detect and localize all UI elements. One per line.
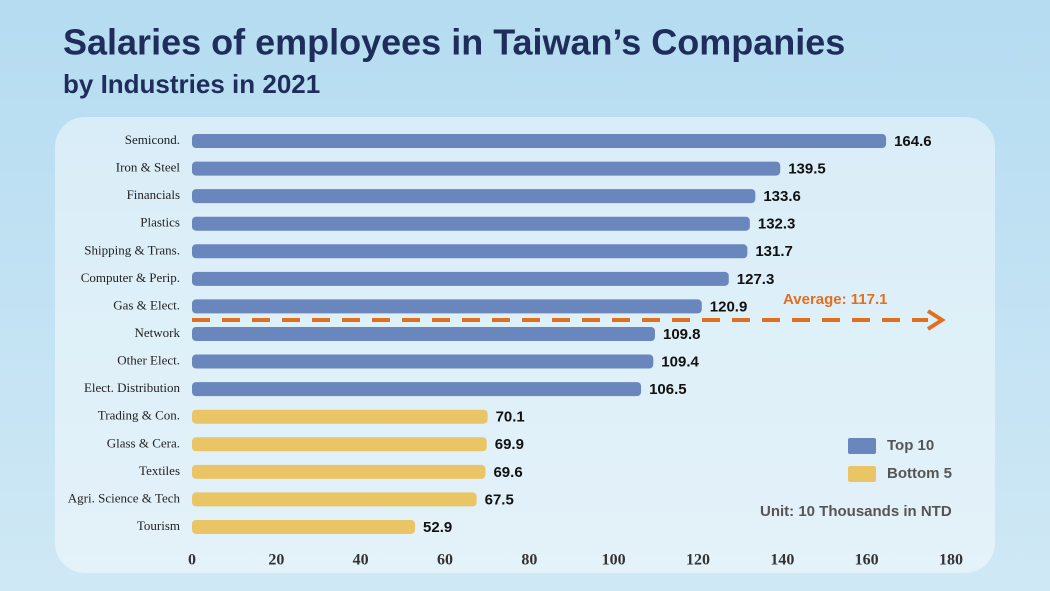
panel [55,117,995,573]
y-tick-label: Computer & Perip. [81,270,180,285]
y-tick-label: Other Elect. [117,353,180,368]
y-tick-label: Glass & Cera. [107,435,180,450]
y-tick-label: Plastics [140,215,180,230]
bar [192,271,729,286]
legend-label: Bottom 5 [887,465,952,482]
x-tick-label: 180 [939,552,963,569]
x-tick-label: 140 [770,552,794,569]
bar [192,216,750,231]
value-label: 109.8 [663,326,701,343]
x-tick-label: 20 [268,552,284,569]
y-tick-label: Elect. Distribution [84,380,181,395]
x-tick-label: 80 [521,552,537,569]
value-label: 69.6 [493,464,522,481]
value-label: 132.3 [758,216,796,233]
y-tick-label: Gas & Elect. [113,297,180,312]
bar [192,519,416,534]
y-tick-label: Trading & Con. [98,408,180,423]
bar [192,161,781,176]
x-tick-label: 0 [188,552,196,569]
bar [192,437,487,452]
bar [192,464,486,479]
value-label: 52.9 [423,519,452,536]
value-label: 133.6 [763,188,801,205]
x-tick-label: 120 [686,552,710,569]
average-arrow [926,309,946,331]
y-tick-label: Textiles [139,463,180,478]
y-tick-label: Financials [127,187,180,202]
bar [192,382,642,397]
value-label: 69.9 [495,436,524,453]
value-label: 139.5 [788,161,826,178]
y-tick-label: Network [135,325,181,340]
x-tick-label: 60 [437,552,453,569]
legend-swatch [848,438,876,454]
bar [192,299,702,314]
bar [192,492,477,507]
value-label: 120.9 [710,298,748,315]
bar [192,354,654,369]
bar [192,409,488,424]
value-label: 164.6 [894,133,932,150]
y-tick-label: Semicond. [125,132,180,147]
chart-title: Salaries of employees in Taiwan’s Compan… [63,22,845,63]
x-tick-label: 100 [602,552,626,569]
value-label: 106.5 [649,381,687,398]
x-tick-label: 40 [353,552,369,569]
value-label: 131.7 [755,243,793,260]
legend-label: Top 10 [887,437,934,454]
value-label: 127.3 [737,271,775,288]
y-tick-label: Shipping & Trans. [84,242,180,257]
y-tick-label: Agri. Science & Tech [68,490,181,505]
bar [192,134,887,148]
value-label: 67.5 [485,491,514,508]
bar [192,244,748,259]
bar [192,189,756,204]
bar [192,326,655,341]
y-tick-label: Iron & Steel [116,160,181,175]
value-label: 70.1 [496,409,525,426]
value-label: 109.4 [661,354,699,371]
legend-swatch [848,466,876,482]
x-tick-label: 160 [855,552,879,569]
y-tick-label: Tourism [137,518,180,533]
average-label: Average: 117.1 [783,291,888,308]
chart-subtitle: by Industries in 2021 [63,69,320,99]
unit-note: Unit: 10 Thousands in NTD [760,503,952,520]
